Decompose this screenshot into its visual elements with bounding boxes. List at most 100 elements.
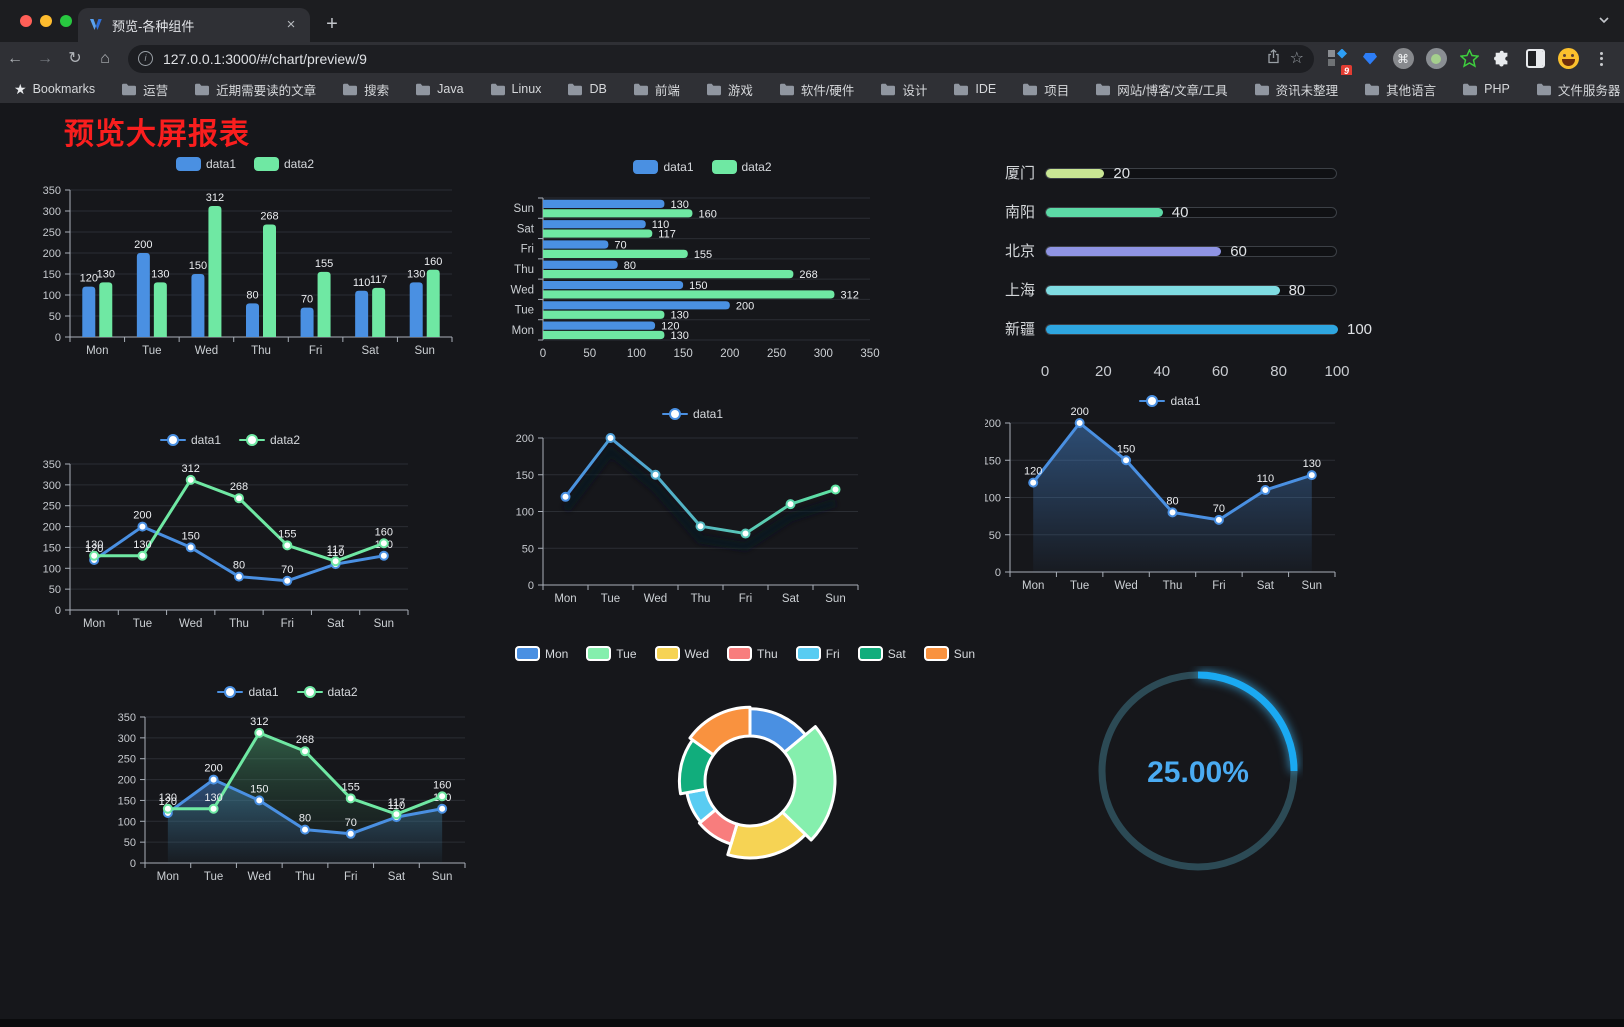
legend-item[interactable]: data2 [711, 160, 772, 174]
svg-text:120: 120 [159, 796, 177, 808]
svg-text:50: 50 [522, 543, 534, 555]
address-bar[interactable]: i 127.0.0.1:3000/#/chart/preview/9 ☆ [128, 44, 1314, 73]
url-text[interactable]: 127.0.0.1:3000/#/chart/preview/9 [163, 50, 367, 67]
svg-text:Wed: Wed [1114, 580, 1137, 592]
legend-item[interactable]: data1 [1139, 394, 1201, 408]
zoom-window-button[interactable] [60, 15, 72, 27]
multi-line-chart[interactable]: data1 data2 0 50 100 150 200 250 300 350 Mon Tue Wed… [40, 425, 420, 637]
bookmark-folder[interactable]: PHP [1462, 82, 1510, 96]
bookmark-folder[interactable]: 其他语言 [1364, 80, 1436, 99]
minimize-window-button[interactable] [40, 15, 52, 27]
svg-text:80: 80 [1166, 495, 1178, 507]
legend-item[interactable]: data2 [254, 157, 314, 171]
chart-canvas[interactable]: 0 50 100 150 200 Mon Tue Wed Thu Fri Sat Sun [505, 398, 880, 610]
legend-item[interactable]: data1 [175, 157, 236, 171]
bookmark-folder[interactable]: DB [567, 82, 607, 96]
grouped-bar-chart[interactable]: data1 data2 0 50 100 150 200 250 300 350 Mon Tue Wed… [30, 148, 460, 366]
legend-item[interactable]: Sun [923, 646, 975, 661]
extension-gem-icon[interactable] [1357, 46, 1383, 72]
chart-canvas[interactable]: 0 50 100 150 200 250 300 350 Mon Tue Wed Thu Fri Sat S… [95, 675, 480, 887]
bookmark-folder[interactable]: 软件/硬件 [779, 80, 854, 99]
chart-canvas[interactable]: 0 50 100 150 200 Mon Tue Wed Thu Fri Sat Sun 120 200 1… [985, 388, 1355, 596]
svg-text:300: 300 [43, 206, 61, 218]
chart-canvas[interactable]: 0 50 100 150 200 250 300 350 Mon Tue Wed Thu Fri Sat S… [30, 148, 460, 366]
gradient-line-chart[interactable]: data1 0 50 100 150 200 Mon Tue Wed Thu Fri Sat Sun [505, 398, 880, 610]
extension-command-icon[interactable]: ⌘ [1390, 46, 1416, 72]
svg-text:268: 268 [296, 734, 314, 746]
legend-item[interactable]: Tue [586, 646, 637, 661]
legend-item[interactable]: data1 [633, 160, 694, 174]
progress-row[interactable]: 新疆 100 [985, 320, 1385, 340]
bookmark-folder[interactable]: 资讯未整理 [1254, 80, 1338, 99]
bookmark-folder[interactable]: 设计 [880, 80, 927, 99]
folder-icon [1096, 83, 1111, 95]
svg-text:80: 80 [246, 289, 258, 301]
bookmark-folder[interactable]: 近期需要读的文章 [194, 80, 316, 99]
bookmark-folder[interactable]: Java [415, 82, 464, 96]
progress-track [1045, 168, 1337, 179]
new-tab-button[interactable]: + [326, 13, 338, 35]
close-window-button[interactable] [20, 15, 32, 27]
tab-search-chevron-icon[interactable] [1598, 14, 1610, 26]
bookmark-folder[interactable]: 文件服务器 [1536, 80, 1620, 99]
horizontal-bar-chart[interactable]: data1 data2 Sun Sat Fri Thu Wed Tue Mon 0 50 100 150… [505, 150, 900, 368]
svg-text:Fri: Fri [1212, 580, 1225, 592]
bookmark-folder[interactable]: 前端 [633, 80, 680, 99]
tab-close-icon[interactable]: × [286, 16, 296, 33]
legend-item[interactable]: data1 [159, 433, 221, 447]
bookmark-folder[interactable]: 网站/博客/文章/工具 [1095, 80, 1228, 99]
legend-item[interactable]: data1 [217, 685, 279, 699]
extension-emoji-icon[interactable] [1555, 46, 1581, 72]
home-button[interactable]: ⌂ [100, 49, 110, 67]
legend-item[interactable]: Thu [727, 646, 778, 661]
bookmark-folder[interactable]: Linux [490, 82, 541, 96]
legend-item[interactable]: Mon [514, 646, 568, 661]
reload-button[interactable]: ↻ [68, 49, 82, 67]
browser-tab[interactable]: 预览-各种组件 × [78, 8, 310, 42]
browser-menu-icon[interactable] [1588, 46, 1614, 72]
multi-area-line-chart[interactable]: data1 data2 0 50 100 150 200 250 300 350 Mon Tue Wed… [95, 675, 480, 887]
chart-canvas[interactable] [545, 638, 945, 968]
rose-donut-chart[interactable]: Mon Tue Wed Thu Fri Sat Sun [514, 638, 975, 968]
bookmark-folder[interactable]: IDE [953, 82, 996, 96]
legend-marker [296, 685, 323, 699]
legend-item[interactable]: Sat [857, 646, 906, 661]
bookmark-folder[interactable]: 搜索 [342, 80, 389, 99]
svg-text:150: 150 [674, 348, 693, 360]
bookmark-folder[interactable]: 运营 [121, 80, 168, 99]
progress-row[interactable]: 北京 60 [985, 242, 1385, 262]
svg-text:Sun: Sun [1302, 580, 1322, 592]
extensions-puzzle-icon[interactable] [1489, 46, 1515, 72]
chart-canvas[interactable]: 0 50 100 150 200 250 300 350 Mon Tue Wed Thu Fri Sat S… [40, 425, 420, 637]
progress-bar-chart[interactable]: 厦门 20 南阳 40 北京 60 上海 80 新疆 100 0 20 40 60 80… [985, 158, 1385, 386]
legend-item[interactable]: data1 [661, 407, 723, 421]
bookmarks-root[interactable]: ★ Bookmarks [14, 80, 96, 97]
share-icon[interactable] [1267, 48, 1280, 69]
progress-row[interactable]: 上海 80 [985, 281, 1385, 301]
bookmark-folder[interactable]: 游戏 [706, 80, 753, 99]
gauge-chart[interactable]: 25.00% [1093, 666, 1303, 876]
legend-item[interactable]: data2 [296, 685, 358, 699]
bookmark-folder[interactable]: 项目 [1022, 80, 1069, 99]
legend-item[interactable]: data2 [239, 433, 300, 447]
progress-row[interactable]: 厦门 20 [985, 164, 1385, 184]
site-info-icon[interactable]: i [138, 51, 153, 66]
area-line-chart[interactable]: data1 0 50 100 150 200 Mon Tue Wed Thu Fri Sat Sun 12… [985, 388, 1355, 596]
svg-text:50: 50 [124, 837, 136, 849]
progress-row[interactable]: 南阳 40 [985, 203, 1385, 223]
back-button[interactable]: ← [7, 49, 23, 67]
svg-text:Fri: Fri [739, 593, 752, 605]
svg-text:130: 130 [670, 199, 688, 211]
extension-sidepanel-icon[interactable] [1522, 46, 1548, 72]
extension-record-icon[interactable] [1423, 46, 1449, 72]
chart-canvas[interactable]: Sun Sat Fri Thu Wed Tue Mon 0 50 100 150 200 250 300 3… [505, 150, 900, 368]
legend-item[interactable]: Fri [795, 646, 840, 661]
forward-button[interactable]: → [37, 49, 53, 67]
extension-star-icon[interactable] [1456, 46, 1482, 72]
bookmark-star-icon[interactable]: ☆ [1289, 49, 1304, 67]
svg-text:117: 117 [658, 229, 676, 241]
extension-grid-icon[interactable]: 9 [1324, 46, 1352, 77]
chart-canvas[interactable]: 25.00% [1093, 666, 1303, 876]
legend-item[interactable]: Wed [654, 646, 709, 661]
